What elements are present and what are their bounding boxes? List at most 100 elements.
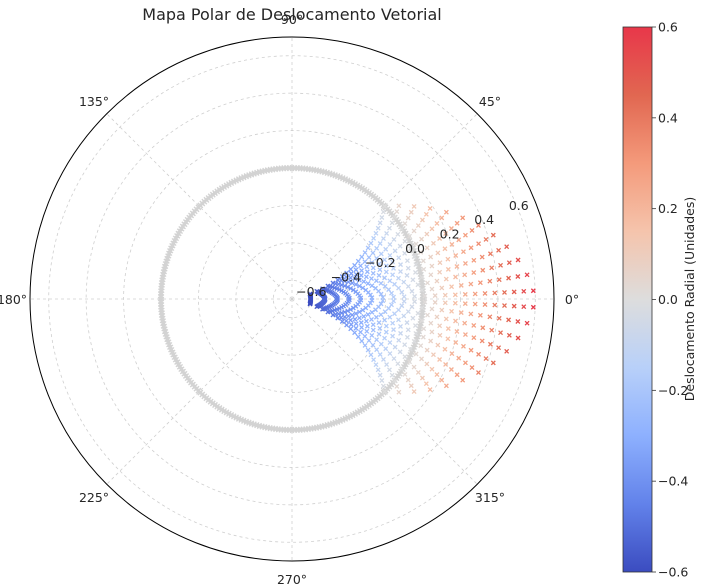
chart-title: Mapa Polar de Deslocamento Vetorial bbox=[142, 5, 441, 24]
data-point bbox=[415, 282, 421, 288]
data-point bbox=[361, 313, 367, 319]
data-point bbox=[373, 285, 378, 291]
data-point bbox=[413, 330, 419, 336]
data-point bbox=[420, 334, 426, 340]
radial-tick-label: 0.0 bbox=[405, 241, 425, 256]
data-point bbox=[395, 231, 401, 237]
data-point bbox=[399, 289, 405, 295]
data-point bbox=[415, 310, 421, 316]
data-point bbox=[502, 289, 507, 295]
data-point bbox=[428, 254, 434, 260]
data-point bbox=[401, 298, 407, 304]
data-point bbox=[411, 254, 417, 260]
data-point bbox=[471, 335, 477, 341]
data-point bbox=[396, 389, 402, 395]
data-point bbox=[432, 293, 438, 299]
data-point bbox=[415, 223, 421, 229]
data-point bbox=[462, 291, 468, 297]
angle-tick-label: 45° bbox=[479, 94, 501, 109]
data-point bbox=[430, 240, 436, 246]
data-point bbox=[471, 257, 477, 263]
data-point bbox=[453, 340, 459, 345]
grid-circle bbox=[198, 205, 386, 393]
data-point bbox=[320, 286, 326, 292]
data-point bbox=[383, 246, 389, 252]
data-point bbox=[383, 269, 389, 275]
data-point bbox=[387, 241, 393, 247]
data-point bbox=[375, 225, 381, 231]
data-point bbox=[382, 283, 388, 289]
data-point bbox=[396, 337, 402, 343]
data-point bbox=[476, 241, 482, 247]
data-point bbox=[437, 269, 443, 275]
data-point bbox=[358, 320, 364, 326]
data-point bbox=[402, 354, 408, 360]
grid-spoke bbox=[106, 113, 293, 300]
data-point bbox=[392, 344, 398, 350]
data-point bbox=[428, 272, 434, 278]
data-point bbox=[421, 266, 427, 272]
data-point bbox=[468, 347, 474, 353]
data-point bbox=[382, 335, 388, 341]
data-point bbox=[472, 301, 478, 307]
data-point bbox=[445, 256, 451, 262]
data-point bbox=[383, 263, 389, 269]
data-point bbox=[391, 265, 396, 271]
data-point bbox=[376, 261, 382, 267]
data-point bbox=[408, 346, 413, 352]
data-point bbox=[443, 276, 449, 282]
data-point bbox=[515, 319, 521, 324]
data-point bbox=[511, 303, 517, 309]
data-point bbox=[387, 278, 393, 284]
angle-tick-label: 225° bbox=[79, 490, 109, 505]
data-point bbox=[410, 277, 416, 283]
data-point bbox=[479, 338, 485, 344]
data-point bbox=[439, 215, 445, 221]
data-point bbox=[496, 345, 502, 351]
data-point bbox=[359, 324, 365, 330]
data-point bbox=[404, 272, 410, 278]
data-point bbox=[348, 271, 354, 276]
data-point bbox=[418, 343, 424, 349]
data-point bbox=[453, 253, 459, 258]
data-point bbox=[443, 209, 449, 215]
data-point bbox=[429, 306, 435, 312]
data-point bbox=[369, 309, 375, 315]
data-point bbox=[413, 262, 419, 268]
data-point bbox=[378, 341, 384, 347]
data-point bbox=[404, 258, 410, 264]
colorbar-tick-label: 0.6 bbox=[658, 20, 678, 35]
data-point bbox=[435, 250, 441, 256]
data-point bbox=[419, 274, 425, 280]
data-point bbox=[365, 347, 371, 353]
data-point bbox=[502, 303, 507, 309]
data-point bbox=[370, 322, 376, 328]
data-point bbox=[453, 274, 458, 280]
radial-tick-label: −0.4 bbox=[331, 270, 361, 285]
data-point bbox=[456, 355, 462, 361]
data-point bbox=[376, 331, 382, 337]
data-point bbox=[415, 369, 421, 375]
data-point bbox=[489, 265, 495, 271]
data-point bbox=[462, 332, 468, 337]
data-point bbox=[353, 271, 359, 277]
data-point bbox=[397, 349, 403, 355]
data-point bbox=[345, 279, 351, 285]
data-point bbox=[476, 351, 482, 357]
data-point bbox=[454, 264, 460, 269]
colorbar-tick-label: 0.4 bbox=[658, 110, 678, 125]
data-point bbox=[371, 357, 377, 363]
data-point bbox=[402, 250, 408, 256]
data-point bbox=[397, 243, 403, 249]
data-point bbox=[386, 287, 392, 293]
data-point bbox=[471, 270, 477, 276]
data-point bbox=[469, 227, 475, 233]
data-point bbox=[479, 254, 485, 260]
data-point bbox=[392, 281, 397, 287]
data-point bbox=[477, 312, 483, 318]
data-point bbox=[390, 333, 396, 339]
data-point bbox=[405, 377, 411, 383]
data-point bbox=[338, 315, 344, 321]
data-point bbox=[449, 351, 455, 357]
radial-tick-label: 0.2 bbox=[440, 227, 460, 242]
